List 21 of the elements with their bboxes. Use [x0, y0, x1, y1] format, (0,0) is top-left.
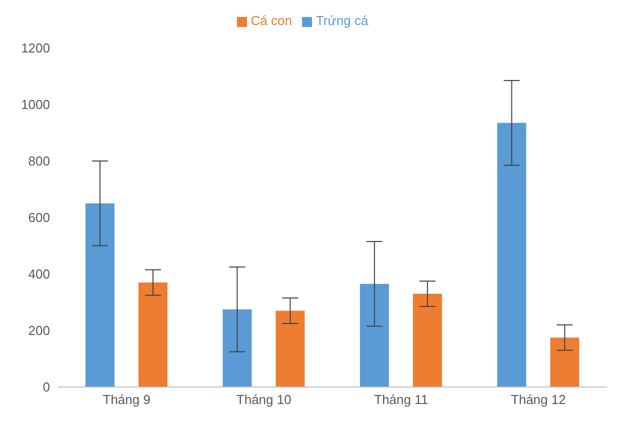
y-tick-label: 600: [28, 210, 50, 226]
bar: [497, 122, 526, 387]
legend-label: Cá con: [250, 13, 292, 28]
x-tick-label: Tháng 9: [102, 392, 150, 408]
bar: [360, 284, 389, 387]
x-tick-label: Tháng 12: [510, 392, 566, 408]
y-tick-label: 1200: [21, 40, 50, 56]
bar: [412, 294, 442, 387]
x-tick-label: Tháng 11: [374, 392, 428, 408]
bar: [85, 203, 114, 387]
y-tick-label: 800: [28, 154, 50, 169]
bar: [276, 310, 305, 387]
bar: [550, 338, 580, 387]
y-tick-label: 0: [42, 380, 50, 395]
x-tick-label: Tháng 10: [236, 392, 292, 408]
legend-label: Trứng cá: [316, 13, 368, 28]
y-tick-label: 200: [28, 323, 50, 338]
y-tick-label: 1000: [21, 97, 50, 112]
bar: [222, 309, 252, 387]
bar: [138, 282, 168, 387]
y-tick-label: 400: [28, 266, 50, 282]
